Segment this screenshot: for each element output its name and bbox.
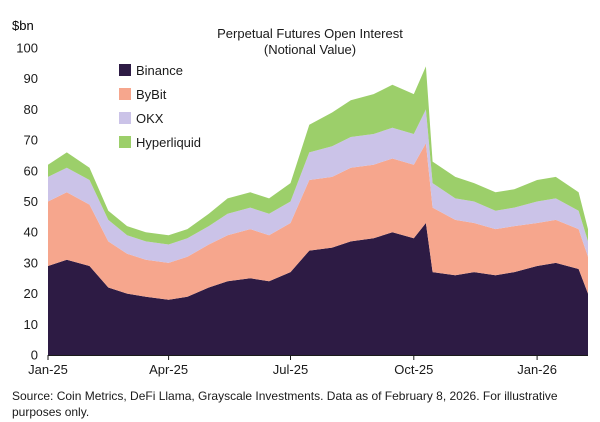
y-tick-label-1: 10: [24, 317, 38, 332]
x-tick-label-1: Apr-25: [149, 362, 188, 377]
legend-swatch-2: [119, 112, 131, 124]
y-tick-label-0: 0: [31, 348, 38, 363]
x-tick-label-2: Jul-25: [273, 362, 308, 377]
chart-title-line-1: (Notional Value): [264, 42, 356, 57]
series-area-0: [48, 223, 588, 355]
stacked-areas: [48, 66, 588, 355]
legend: Binance ByBit OKX Hyperliquid: [119, 63, 201, 150]
legend-label-0: Binance: [136, 63, 183, 78]
y-tick-label-3: 30: [24, 255, 38, 270]
x-axis: Jan-25 Apr-25 Jul-25 Oct-25 Jan-26: [28, 355, 588, 377]
chart-title-line-0: Perpetual Futures Open Interest: [217, 26, 403, 41]
legend-label-3: Hyperliquid: [136, 135, 201, 150]
y-tick-label-7: 70: [24, 133, 38, 148]
legend-swatch-3: [119, 136, 131, 148]
x-tick-label-4: Jan-26: [517, 362, 557, 377]
legend-label-1: ByBit: [136, 87, 167, 102]
y-tick-label-10: 100: [16, 41, 38, 56]
y-tick-label-4: 40: [24, 225, 38, 240]
x-tick-label-3: Oct-25: [394, 362, 433, 377]
x-tick-label-0: Jan-25: [28, 362, 68, 377]
series-area-1: [48, 143, 588, 300]
legend-swatch-0: [119, 64, 131, 76]
legend-swatch-1: [119, 88, 131, 100]
y-axis-unit-label: $bn: [12, 18, 34, 33]
source-note: Source: Coin Metrics, DeFi Llama, Graysc…: [12, 389, 558, 419]
y-tick-label-5: 50: [24, 194, 38, 209]
chart-title: Perpetual Futures Open Interest(Notional…: [217, 26, 403, 57]
y-tick-label-6: 60: [24, 163, 38, 178]
y-tick-label-2: 20: [24, 286, 38, 301]
legend-label-2: OKX: [136, 111, 164, 126]
y-axis: 0 10 20 30 40 50 60 70 80 90 100: [16, 41, 38, 363]
y-tick-label-8: 80: [24, 102, 38, 117]
y-tick-label-9: 90: [24, 71, 38, 86]
